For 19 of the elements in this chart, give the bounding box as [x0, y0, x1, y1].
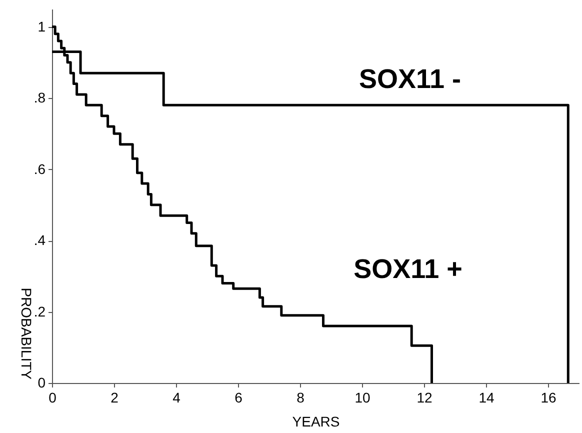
- x-tick-label: 14: [478, 390, 494, 406]
- y-tick-label: .8: [34, 90, 46, 106]
- series-label: SOX11 +: [354, 254, 462, 284]
- series-label: SOX11 -: [358, 64, 462, 94]
- x-tick-label: 6: [234, 390, 243, 406]
- x-tick-label: 16: [540, 390, 556, 406]
- y-tick-label: .6: [34, 160, 46, 177]
- y-tick-label: .2: [34, 303, 46, 320]
- y-tick-label: .4: [34, 232, 46, 248]
- x-axis-title: YEARS: [292, 414, 340, 430]
- x-tick-label: 0: [48, 390, 57, 406]
- x-tick-label: 4: [172, 390, 181, 406]
- y-tick-label: 0: [38, 374, 46, 390]
- x-tick-label: 2: [110, 390, 119, 406]
- x-tick-label: 12: [416, 390, 432, 406]
- x-tick-label: 10: [354, 390, 370, 406]
- y-tick-label: 1: [38, 18, 46, 34]
- x-tick-label: 8: [296, 390, 305, 406]
- y-axis-title: PROBABILITY: [18, 288, 34, 380]
